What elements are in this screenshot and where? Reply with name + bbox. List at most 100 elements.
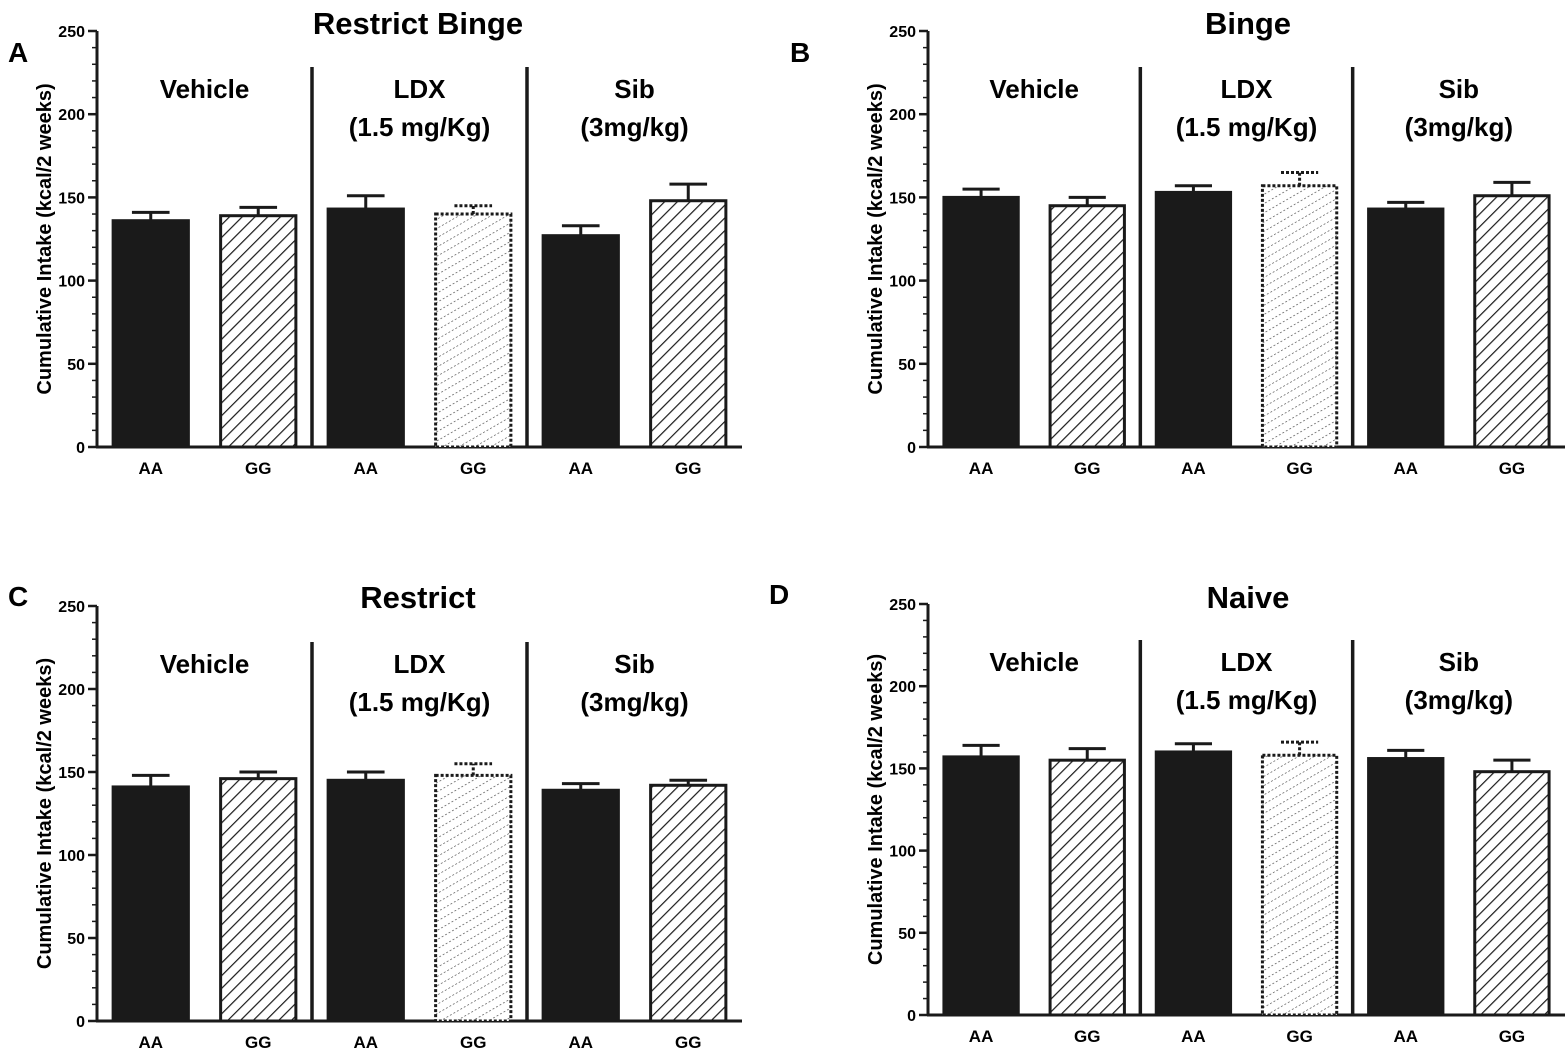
group-label: (1.5 mg/Kg) <box>1176 685 1318 715</box>
category-label: GG <box>1499 459 1525 478</box>
bar-gg <box>219 777 298 1023</box>
category-label: AA <box>138 459 163 478</box>
panel-letter: D <box>769 579 789 610</box>
group-label: (3mg/kg) <box>580 112 688 142</box>
group-label: LDX <box>1221 647 1274 677</box>
bar-aa <box>1154 190 1233 449</box>
y-tick-label: 150 <box>889 190 916 207</box>
y-axis-title: Cumulative Intake (kcal/2 weeks) <box>865 654 887 965</box>
bar-gg <box>1260 184 1339 449</box>
y-tick-label: 250 <box>58 599 85 616</box>
group-label: (3mg/kg) <box>1405 685 1513 715</box>
group-label: Sib <box>614 74 654 104</box>
category-label: AA <box>1181 459 1206 478</box>
chart-title: Binge <box>1205 6 1291 41</box>
category-label: GG <box>1286 459 1312 478</box>
category-label: AA <box>353 459 378 478</box>
group-label: Vehicle <box>160 74 250 104</box>
y-axis-title: Cumulative Intake (kcal/2 weeks) <box>34 83 56 394</box>
y-tick-label: 100 <box>58 848 85 865</box>
y-tick-label: 100 <box>889 844 916 861</box>
y-tick-label: 100 <box>889 274 916 291</box>
bar-gg <box>1260 753 1339 1017</box>
category-label: AA <box>1181 1027 1206 1046</box>
category-label: GG <box>460 459 486 478</box>
y-tick-label: 50 <box>898 357 916 374</box>
group-label: LDX <box>394 74 447 104</box>
panel-c: C Restrict Cumulative Intake (kcal/2 weeks… <box>8 580 742 1052</box>
y-tick-label: 200 <box>58 107 85 124</box>
bar-gg <box>649 199 728 449</box>
category-label: AA <box>969 459 994 478</box>
y-axis-title: Cumulative Intake (kcal/2 weeks) <box>34 658 56 969</box>
category-label: AA <box>353 1033 378 1052</box>
category-label: AA <box>969 1027 994 1046</box>
y-tick-label: 150 <box>58 765 85 782</box>
group-label: (1.5 mg/Kg) <box>349 112 491 142</box>
group-label: LDX <box>1221 74 1274 104</box>
y-tick-label: 0 <box>76 440 85 457</box>
panel-letter: B <box>790 37 810 68</box>
bar-gg <box>1048 758 1126 1017</box>
y-tick-label: 0 <box>907 440 916 457</box>
y-tick-label: 250 <box>889 24 916 41</box>
group-label: (3mg/kg) <box>580 687 688 717</box>
y-tick-label: 50 <box>898 926 916 943</box>
chart-title: Naive <box>1207 580 1290 615</box>
bar-aa <box>1367 207 1445 449</box>
y-tick-label: 150 <box>889 761 916 778</box>
panel-b: B Binge Cumulative Intake (kcal/2 weeks) 0 5… <box>790 6 1565 478</box>
bar-aa <box>942 755 1020 1017</box>
chart-title: Restrict <box>360 580 475 615</box>
bar-aa <box>326 778 405 1023</box>
category-label: GG <box>1074 1027 1100 1046</box>
bar-aa <box>541 788 620 1023</box>
bar-aa <box>1367 757 1445 1017</box>
group-label: Sib <box>1439 74 1479 104</box>
y-tick-label: 150 <box>58 190 85 207</box>
panel-a: A Restrict Binge Cumulative Intake (kcal/2… <box>8 6 742 478</box>
y-tick-label: 0 <box>76 1014 85 1031</box>
group-label: Vehicle <box>989 74 1079 104</box>
group-label: LDX <box>394 649 447 679</box>
bar-aa <box>111 219 190 449</box>
bar-gg <box>219 214 298 449</box>
category-label: AA <box>1393 459 1418 478</box>
panel-letter: C <box>8 581 28 612</box>
group-label: (3mg/kg) <box>1405 112 1513 142</box>
bar-aa <box>111 785 190 1023</box>
category-label: GG <box>245 1033 271 1052</box>
category-label: GG <box>1499 1027 1525 1046</box>
y-tick-label: 200 <box>58 682 85 699</box>
bar-gg <box>1048 204 1126 449</box>
bar-aa <box>1154 750 1233 1017</box>
y-tick-label: 100 <box>58 274 85 291</box>
category-label: AA <box>1393 1027 1418 1046</box>
group-label: Vehicle <box>989 647 1079 677</box>
group-label: Vehicle <box>160 649 250 679</box>
category-label: AA <box>568 459 593 478</box>
bar-aa <box>942 195 1020 449</box>
bar-gg <box>649 783 728 1023</box>
category-label: GG <box>675 459 701 478</box>
chart-title: Restrict Binge <box>313 6 523 41</box>
bar-gg <box>1473 770 1551 1017</box>
y-tick-label: 200 <box>889 107 916 124</box>
y-tick-label: 250 <box>889 597 916 614</box>
bar-gg <box>434 773 513 1023</box>
category-label: GG <box>460 1033 486 1052</box>
group-label: (1.5 mg/Kg) <box>1176 112 1318 142</box>
bar-aa <box>541 234 620 449</box>
bar-gg <box>1473 194 1551 449</box>
y-tick-label: 50 <box>67 931 85 948</box>
category-label: GG <box>1286 1027 1312 1046</box>
group-label: (1.5 mg/Kg) <box>349 687 491 717</box>
panel-d: D Naive Cumulative Intake (kcal/2 weeks) 0 5… <box>769 579 1565 1046</box>
bar-gg <box>434 212 513 449</box>
y-tick-label: 0 <box>907 1008 916 1025</box>
category-label: AA <box>568 1033 593 1052</box>
category-label: GG <box>675 1033 701 1052</box>
y-tick-label: 250 <box>58 24 85 41</box>
bar-aa <box>326 207 405 449</box>
